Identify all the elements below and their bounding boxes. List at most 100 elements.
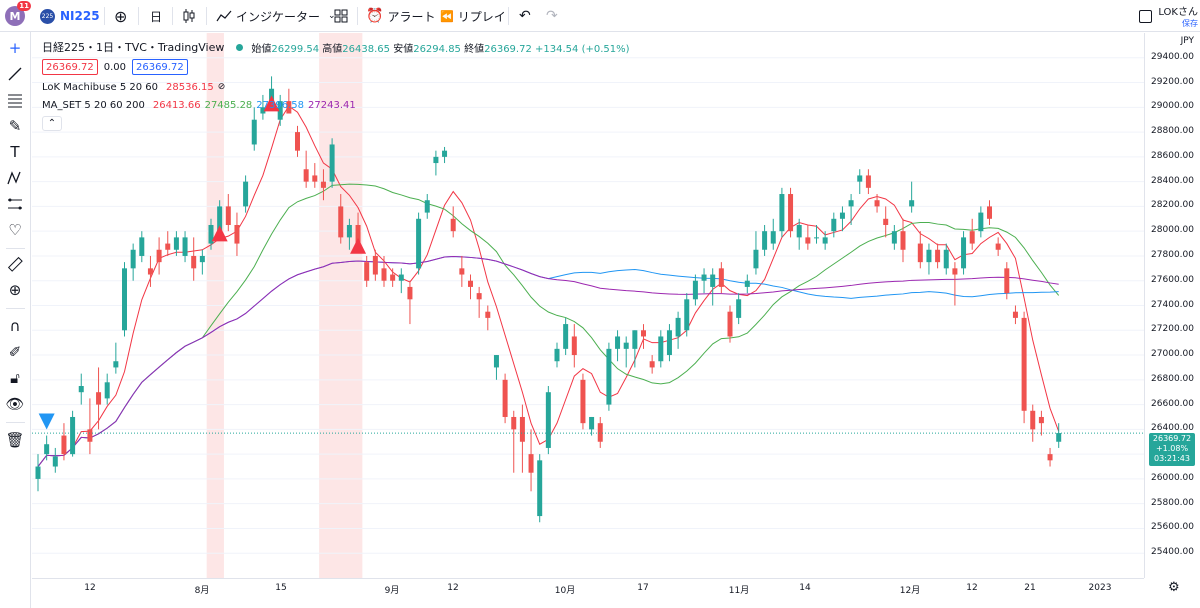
compare-symbol-button[interactable]: ⊕ — [114, 0, 127, 32]
price-tick: 28400.00 — [1151, 175, 1194, 186]
hide-drawings-tool[interactable]: 👁︎ — [5, 394, 25, 414]
symbol-label: NI225 — [60, 9, 100, 23]
layout-checkbox[interactable] — [1139, 0, 1152, 32]
buy-price-box[interactable]: 26369.72 — [131, 59, 188, 75]
time-tick: 12 — [447, 583, 459, 593]
candle-body — [563, 324, 569, 349]
candle-body — [788, 194, 794, 232]
candle-body — [943, 249, 949, 269]
candle-body — [701, 274, 707, 281]
chevron-up-icon: ⌃ — [47, 117, 57, 129]
zoom-in-icon: ⊕ — [8, 281, 22, 299]
buy-signal-triangle — [350, 237, 367, 254]
buy-signal-triangle — [211, 225, 228, 242]
avatar: M 11 — [5, 1, 31, 26]
sell-price-box[interactable]: 26369.72 — [42, 59, 98, 75]
user-avatar-button[interactable]: M 11 — [5, 0, 31, 32]
crosshair-tool[interactable]: + — [5, 38, 25, 58]
price-tick: 27200.00 — [1151, 324, 1194, 335]
chart-title[interactable]: 日経225・1日・TVC・TradingView — [42, 41, 225, 54]
stay-drawing-tool[interactable]: ✐ — [5, 342, 25, 362]
candle-body — [1021, 317, 1027, 411]
chart-pane[interactable] — [32, 33, 1144, 578]
lock-drawings-tool[interactable]: 🔓︎ — [5, 368, 25, 388]
price-tick: 25400.00 — [1151, 547, 1194, 558]
brush-tool[interactable]: ✎ — [5, 116, 25, 136]
candle-body — [1056, 433, 1062, 442]
candle-body — [407, 286, 413, 300]
redo-icon: ↷ — [546, 8, 558, 24]
price-axis[interactable]: JPY 29400.00 29200.00 29000.00 28800.00 2860… — [1144, 33, 1200, 578]
save-link[interactable]: 保存 — [1182, 19, 1198, 28]
candle-body — [182, 237, 188, 256]
templates-button[interactable] — [334, 0, 348, 32]
undo-button[interactable]: ↶ — [519, 0, 531, 32]
symbol-logo-icon: 225 — [40, 8, 55, 24]
icon-tool[interactable]: ♡ — [5, 220, 25, 240]
text-tool[interactable]: T — [5, 142, 25, 162]
user-save-menu[interactable]: LOKさん 保存 — [1158, 7, 1198, 28]
candle-body — [727, 311, 733, 337]
pattern-icon — [7, 171, 21, 185]
candle-body — [632, 330, 638, 349]
ma200-value: 27243.41 — [308, 99, 356, 111]
spread-value: 0.00 — [103, 61, 126, 73]
candle-body — [511, 416, 517, 430]
indicators-button[interactable]: インジケーター ⌄ — [216, 0, 336, 32]
time-tick: 14 — [799, 583, 811, 593]
notification-badge: 11 — [17, 1, 31, 11]
candle-body — [459, 268, 465, 275]
eye-icon: 👁︎ — [5, 395, 25, 413]
candle-body — [909, 200, 915, 207]
last-price-label: 26369.72 +1.08% 03:21:43 — [1149, 433, 1195, 466]
candle-body — [165, 243, 171, 250]
price-chart[interactable] — [32, 33, 1144, 578]
time-tick: 12 — [966, 583, 978, 593]
candle-body — [191, 255, 197, 269]
collapse-legend-button[interactable]: ⌃ — [42, 115, 62, 131]
candle-body — [78, 386, 84, 393]
symbol-search-button[interactable]: 225 NI225 — [40, 0, 100, 32]
candle-body — [987, 206, 992, 219]
time-tick: 11月 — [728, 586, 750, 596]
zoom-tool[interactable]: ⊕ — [5, 280, 25, 300]
ma20-value: 27485.28 — [204, 99, 253, 111]
candle-body — [995, 243, 1001, 250]
pattern-tool[interactable] — [5, 168, 25, 188]
alert-button[interactable]: ⏰ アラート — [366, 8, 436, 24]
replay-button[interactable]: ⏪ リプレイ — [440, 9, 506, 24]
candle-body — [476, 293, 482, 300]
candle-body — [545, 392, 551, 448]
magnet-tool[interactable]: ∩ — [5, 316, 25, 336]
candle-body — [381, 268, 387, 281]
ruler-tool[interactable] — [5, 254, 25, 274]
interval-button[interactable]: 日 — [150, 9, 163, 24]
time-tick: 12 — [84, 583, 96, 593]
price-tick: 25600.00 — [1151, 522, 1194, 533]
time-axis[interactable]: 12 8月 15 9月 12 10月 17 11月 14 12月 12 21 2023 — [32, 578, 1144, 600]
indicator-machibuse-name[interactable]: LoK Machibuse 5 20 60 — [42, 81, 159, 93]
candle-body — [762, 231, 768, 250]
redo-button[interactable]: ↷ — [546, 0, 558, 32]
chart-settings-button[interactable]: ⚙ — [1168, 580, 1180, 595]
candle-body — [666, 330, 672, 356]
trendline-tool[interactable] — [5, 64, 25, 84]
heart-icon: ♡ — [8, 221, 22, 239]
indicator-maset-name[interactable]: MA_SET 5 20 60 200 — [42, 99, 145, 111]
ohlc-values: 始値26299.54 高値26438.65 安値26294.85 終値26369… — [251, 43, 630, 55]
time-tick: 15 — [275, 583, 287, 593]
price-tick: 28600.00 — [1151, 150, 1194, 161]
candle-body — [70, 416, 76, 455]
fib-tool[interactable] — [5, 90, 25, 110]
candle-body — [623, 342, 629, 349]
prediction-tool[interactable] — [5, 194, 25, 214]
price-tick: 27000.00 — [1151, 349, 1194, 360]
chart-legend: 日経225・1日・TVC・TradingView 始値26299.54 高値26… — [42, 38, 630, 132]
lock-icon: 🔓︎ — [10, 369, 20, 387]
candle-body — [900, 231, 906, 250]
alarm-clock-icon: ⏰ — [366, 8, 384, 24]
chart-type-button[interactable] — [182, 0, 196, 32]
ma5-value: 26413.66 — [152, 99, 201, 111]
remove-drawings-tool[interactable]: 🗑︎ — [5, 430, 25, 450]
candle-body — [961, 237, 967, 269]
